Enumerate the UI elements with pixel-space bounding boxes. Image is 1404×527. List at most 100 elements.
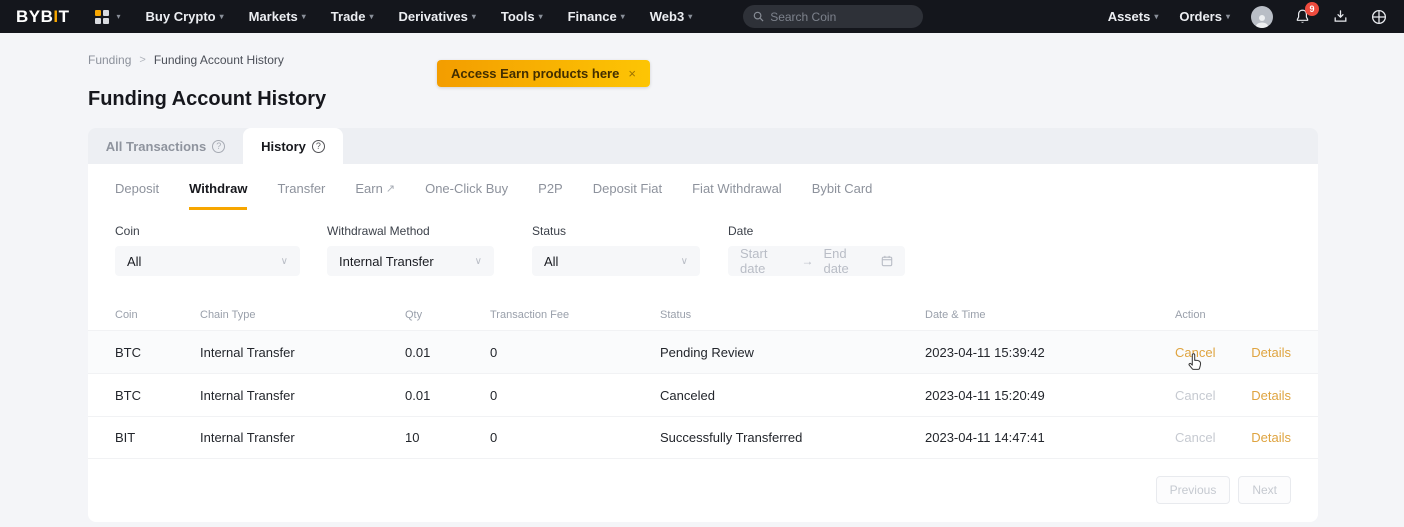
filter-bar: Coin All ∨ Withdrawal Method Internal Tr…: [88, 210, 1318, 276]
nav-label: Web3: [649, 9, 685, 24]
notifications-button[interactable]: 9: [1294, 2, 1319, 25]
apps-menu-button[interactable]: ▾: [94, 9, 121, 24]
nav-markets[interactable]: Markets ▾: [249, 9, 306, 24]
chevron-down-icon: ▾: [219, 12, 224, 21]
download-app-button[interactable]: [1332, 8, 1349, 25]
subtab-deposit-fiat[interactable]: Deposit Fiat: [593, 181, 662, 210]
cell-fee: 0: [490, 387, 498, 403]
previous-page-button[interactable]: Previous: [1155, 476, 1231, 504]
chevron-down-icon: ∨: [280, 255, 288, 267]
next-page-button[interactable]: Next: [1238, 476, 1291, 504]
status-filter-select[interactable]: All ∨: [532, 246, 700, 276]
search-input[interactable]: [770, 9, 901, 24]
nav-label: Buy Crypto: [145, 9, 216, 24]
chevron-down-icon: ∨: [474, 255, 482, 267]
withdraw-history-table: Coin Chain Type Qty Transaction Fee Stat…: [88, 300, 1318, 459]
method-filter-select[interactable]: Internal Transfer ∨: [327, 246, 494, 276]
nav-web3[interactable]: Web3 ▾: [650, 9, 692, 24]
status-filter-value: All: [544, 253, 559, 269]
page-title: Funding Account History: [88, 88, 327, 110]
subtab-label: Withdraw: [189, 181, 248, 196]
subtab-label: Transfer: [277, 181, 326, 196]
tab-history[interactable]: History ?: [243, 128, 343, 164]
header-chain-type: Chain Type: [200, 309, 256, 321]
cell-coin: BTC: [115, 344, 141, 360]
status-filter-label: Status: [532, 224, 567, 238]
cell-status: Canceled: [660, 387, 715, 403]
nav-label: Finance: [567, 9, 617, 24]
cell-status: Successfully Transferred: [660, 430, 803, 445]
cancel-link-disabled: Cancel: [1175, 430, 1216, 445]
info-icon: ?: [212, 139, 226, 153]
cell-chain-type: Internal Transfer: [200, 387, 295, 403]
date-range-picker[interactable]: Start date → End date: [728, 246, 905, 276]
language-globe-button[interactable]: [1370, 8, 1388, 26]
subtab-one-click-buy[interactable]: One-Click Buy: [425, 181, 508, 210]
subtab-p2p[interactable]: P2P: [538, 181, 563, 210]
subtab-deposit[interactable]: Deposit: [115, 181, 159, 210]
history-card: All Transactions ? History ? Deposit Wit…: [88, 128, 1318, 522]
cell-chain-type: Internal Transfer: [200, 430, 295, 445]
close-icon[interactable]: ×: [628, 66, 636, 81]
nav-derivatives[interactable]: Derivatives ▾: [398, 9, 475, 24]
nav-buy-crypto[interactable]: Buy Crypto ▾: [146, 9, 224, 24]
table-row: BTC Internal Transfer 0.01 0 Pending Rev…: [88, 330, 1318, 373]
details-link[interactable]: Details: [1251, 387, 1291, 403]
bybit-logo[interactable]: BYBIT: [16, 7, 70, 27]
cell-coin: BTC: [115, 387, 141, 403]
subtab-earn[interactable]: Earn ↗: [355, 181, 395, 210]
nav-finance[interactable]: Finance ▾: [568, 9, 625, 24]
pagination: Previous Next: [88, 459, 1318, 504]
user-avatar[interactable]: [1251, 5, 1273, 28]
breadcrumb-separator: >: [139, 54, 146, 66]
chevron-down-icon: ▾: [538, 12, 543, 21]
chevron-down-icon: ▾: [688, 12, 693, 21]
nav-label: Derivatives: [398, 9, 468, 24]
breadcrumb-funding[interactable]: Funding: [88, 53, 132, 67]
earn-promo-banner[interactable]: Access Earn products here ×: [437, 60, 650, 87]
nav-trade[interactable]: Trade ▾: [331, 9, 374, 24]
header-action: Action: [1175, 309, 1206, 321]
cell-chain-type: Internal Transfer: [200, 344, 295, 360]
subtab-label: Deposit: [115, 181, 160, 196]
tab-label: All Transactions: [105, 138, 207, 154]
header-date-time: Date & Time: [925, 309, 986, 321]
nav-label: Orders: [1179, 9, 1222, 24]
subtab-label: P2P: [538, 181, 563, 196]
cell-qty: 10: [405, 430, 420, 445]
nav-assets[interactable]: Assets ▾: [1108, 9, 1159, 24]
nav-tools[interactable]: Tools ▾: [501, 9, 543, 24]
table-header-row: Coin Chain Type Qty Transaction Fee Stat…: [88, 300, 1318, 330]
cell-date-time: 2023-04-11 15:39:42: [925, 344, 1045, 360]
subtab-bybit-card[interactable]: Bybit Card: [812, 181, 873, 210]
search-icon: [753, 11, 764, 22]
date-filter-label: Date: [728, 224, 754, 238]
coin-search-box[interactable]: [743, 5, 924, 28]
cell-qty: 0.01: [405, 387, 431, 403]
nav-label: Trade: [330, 9, 366, 24]
coin-filter-value: All: [127, 253, 142, 269]
cancel-link[interactable]: Cancel: [1175, 344, 1216, 360]
subtab-transfer[interactable]: Transfer: [277, 181, 325, 210]
download-icon: [1334, 10, 1347, 22]
details-link[interactable]: Details: [1251, 430, 1291, 445]
cell-date-time: 2023-04-11 15:20:49: [925, 387, 1045, 403]
range-arrow-icon: →: [801, 254, 814, 268]
coin-filter-select[interactable]: All ∨: [115, 246, 300, 276]
tab-label: History: [261, 138, 306, 154]
promo-label: Access Earn products here: [451, 66, 620, 81]
chevron-down-icon: ▾: [1225, 12, 1230, 21]
globe-icon: [1371, 9, 1387, 24]
header-transaction-fee: Transaction Fee: [490, 309, 570, 321]
cell-qty: 0.01: [405, 344, 431, 360]
tab-all-transactions[interactable]: All Transactions ?: [88, 128, 243, 164]
cell-fee: 0: [490, 344, 498, 360]
subtab-withdraw[interactable]: Withdraw: [189, 181, 248, 210]
nav-orders[interactable]: Orders ▾: [1179, 9, 1230, 24]
method-filter-label: Withdrawal Method: [327, 224, 430, 238]
coin-filter-label: Coin: [115, 224, 140, 238]
subtab-fiat-withdrawal[interactable]: Fiat Withdrawal: [692, 181, 782, 210]
chevron-down-icon: ▾: [1154, 12, 1159, 21]
details-link[interactable]: Details: [1251, 344, 1291, 360]
chevron-down-icon: ▾: [369, 12, 374, 21]
